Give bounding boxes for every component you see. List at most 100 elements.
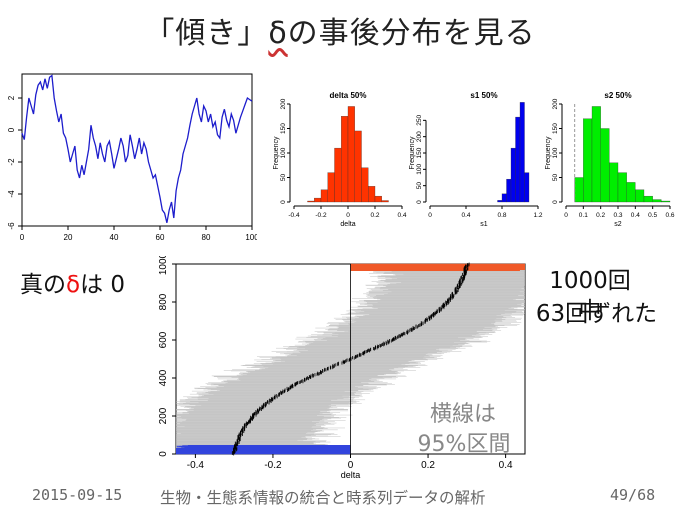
delta-hist-bar [320, 189, 328, 203]
delta-hist-x-tick-label: -0.4 [288, 212, 300, 219]
delta-hist-bar [374, 195, 382, 203]
ts-y-tick-label: 0 [7, 127, 16, 132]
footer-title: 生物・生態系情報の統合と時系列データの解析 [160, 489, 486, 507]
ts-series-line [21, 74, 253, 223]
s1-hist-x-tick-label: 0 [428, 212, 432, 219]
delta-hist-y-tick-label: 200 [280, 98, 287, 109]
delta-hist-bar [381, 200, 389, 203]
delta-hist-bar [307, 200, 315, 203]
ts-frame [21, 73, 253, 227]
s1-hist-y-tick-label: 0 [416, 200, 423, 204]
ci-x-tick-label: 0.2 [421, 460, 435, 471]
s1-hist-xlabel: s1 [480, 221, 488, 228]
delta-hist-bar [368, 186, 376, 203]
s1-hist-y-tick-label: 200 [416, 131, 423, 142]
s1-hist-bar [524, 172, 530, 203]
s2-hist-bar [600, 128, 610, 203]
delta-hist-ylabel: Frequency [273, 136, 280, 170]
s1-hist-x-tick-label: 0.4 [461, 212, 470, 219]
ts-x-tick-label: 60 [156, 233, 165, 242]
true-delta-symbol: δ [66, 272, 81, 298]
s1-histogram: s1 50% 0 0.4 0.8 1.2 s1 0 50 100 150 200 250 Frequen… [409, 91, 543, 228]
delta-hist-bar [354, 130, 362, 203]
ts-x-tick-label: 100 [245, 233, 257, 242]
s2-hist-bar [574, 177, 584, 203]
s2-hist-y-tick-label: 0 [552, 200, 559, 204]
footer-page: 49/68 [610, 486, 656, 504]
ts-y-tick-label: -2 [7, 158, 16, 166]
ci-y-tick-label: 200 [158, 407, 169, 424]
delta-hist-x-tick-label: 0 [346, 212, 350, 219]
slide-title: 「傾き」δの事後分布を見る [0, 8, 680, 52]
ts-x-tick-label: 80 [202, 233, 211, 242]
s2-hist-ylabel: Frequency [545, 136, 552, 170]
s1-hist-bar [501, 193, 507, 203]
s2-hist-bar [643, 195, 653, 203]
s1-hist-y-tick-label: 100 [416, 164, 423, 175]
ci-x-tick-label: 0 [348, 460, 354, 471]
title-text-pre: 「傾き」 [144, 16, 269, 51]
s1-hist-bar [506, 178, 512, 203]
s2-hist-y-tick-label: 50 [552, 174, 559, 182]
delta-hist-bar [361, 167, 369, 203]
delta-hist-bar [341, 116, 349, 203]
s2-hist-bar [626, 182, 636, 203]
s2-hist-bar [635, 189, 645, 203]
ts-x-tick-label: 0 [20, 233, 25, 242]
true-delta-pre: 真の [20, 272, 66, 298]
true-delta-value: は 0 [80, 272, 126, 298]
s1-hist-bar [519, 102, 525, 203]
ts-x-tick-label: 40 [110, 233, 119, 242]
delta-hist-x-tick-label: 0.4 [397, 212, 406, 219]
s1-hist-bar [510, 147, 516, 203]
s2-hist-x-tick-label: 0.4 [631, 212, 640, 219]
ts-y-tick-label: -4 [7, 190, 16, 198]
ts-x-tick-label: 20 [64, 233, 73, 242]
delta-hist-y-tick-label: 100 [280, 147, 287, 158]
delta-hist-title: delta 50% [330, 91, 367, 100]
delta-hist-bar [327, 172, 335, 203]
s1-hist-y-tick-label: 50 [416, 182, 423, 190]
delta-hist-xlabel: delta [340, 221, 355, 228]
s2-hist-x-tick-label: 0.5 [648, 212, 657, 219]
s2-hist-bar [617, 172, 627, 203]
s2-hist-y-tick-label: 100 [552, 147, 559, 158]
s2-hist-bar [652, 199, 662, 203]
title-symbol: δ [268, 16, 288, 51]
miss-count-line1: 1000回中 [549, 268, 631, 324]
miss-count-line2: 63回ずれた [535, 301, 658, 327]
title-text-post: の事後分布を見る [287, 16, 536, 51]
ci-note-line1: 横線は [429, 402, 496, 427]
delta-hist-x-tick-label: 0.2 [370, 212, 379, 219]
ts-y-tick-label: 2 [7, 95, 16, 100]
s2-histogram: s2 50% 0 0.1 0.2 0.3 0.4 0.5 0.6 s2 0 50 100 150 200 F… [545, 91, 675, 228]
delta-histogram: delta 50% -0.4 -0.2 0 0.2 0.4 delta 0 50 100 150 20… [273, 91, 407, 228]
ci-x-tick-label: 0.4 [499, 460, 513, 471]
footer-date: 2015-09-15 [32, 486, 123, 504]
s2-hist-x-tick-label: 0.6 [665, 212, 674, 219]
ci-y-tick-label: 1000 [158, 256, 169, 275]
s1-hist-x-tick-label: 1.2 [533, 212, 542, 219]
s2-hist-x-tick-label: 0 [564, 212, 568, 219]
ci-y-tick-label: 600 [158, 331, 169, 348]
true-delta-label: 真のδは 0 [20, 270, 125, 300]
ci-note-line2: 95%区間 [417, 432, 511, 457]
s2-hist-title: s2 50% [604, 91, 631, 100]
delta-hist-bar [334, 147, 342, 203]
s2-hist-y-tick-label: 200 [552, 98, 559, 109]
s1-hist-bar [497, 200, 503, 203]
s1-hist-y-tick-label: 150 [416, 147, 423, 158]
ci-x-tick-label: -0.2 [264, 460, 282, 471]
ts-y-tick-label: -6 [7, 222, 16, 230]
ci-x-tick-label: -0.4 [187, 460, 205, 471]
delta-hist-bar [314, 197, 322, 203]
ci-y-tick-label: 400 [158, 369, 169, 386]
s2-hist-bar [661, 200, 671, 203]
delta-hist-y-tick-label: 0 [280, 200, 287, 204]
ci-xlabel: delta [341, 470, 361, 480]
delta-hist-x-tick-label: -0.2 [315, 212, 327, 219]
delta-hist-y-tick-label: 150 [280, 123, 287, 134]
s2-hist-bar [609, 162, 619, 203]
s2-hist-y-tick-label: 150 [552, 123, 559, 134]
